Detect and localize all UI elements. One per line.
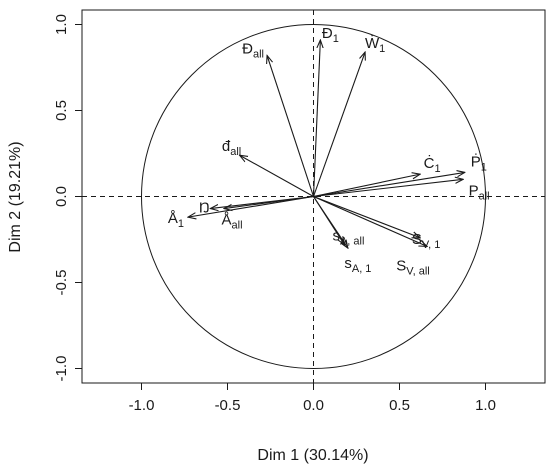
vector-label: sA, 1 [344,255,371,275]
vector-label: Pall [469,182,490,202]
vector-arrow [188,195,314,218]
x-tick-label: -0.5 [215,397,241,414]
vector-label: Ŋ [199,200,210,217]
vector-label: đall [222,138,241,158]
x-tick-label: 0.5 [389,397,410,414]
vector-arrow [313,196,348,249]
vector-arrow [312,52,366,197]
vector-arrow [267,55,315,197]
vector-arrow [313,179,464,198]
vector-label: Đ1 [322,25,339,45]
y-tick-label: 0.0 [53,186,70,207]
x-tick-label: 1.0 [475,397,496,414]
y-tick-label: 0.5 [53,100,70,121]
vector-label: Åall [222,212,243,232]
vector-arrow [312,40,321,197]
y-tick-label: -0.5 [53,270,70,296]
vector-label: Å1 [168,210,184,230]
y-tick-label: 1.0 [53,14,70,35]
vector-label: Đall [242,40,264,60]
x-axis-title: Dim 1 (30.14%) [257,447,368,464]
unit-circle [141,24,486,369]
y-tick-label: -1.0 [53,356,70,382]
vector-label: SV, all [396,257,429,277]
vector-arrow [313,195,428,247]
x-tick-label: 0.0 [303,397,324,414]
vector-label: Ċ1 [424,154,441,175]
vector-arrow [313,195,421,238]
x-tick-label: -1.0 [129,397,155,414]
vector-arrow [313,174,421,198]
vector-arrow [240,155,314,197]
vector-label: Ẇ1 [365,34,385,55]
vector-arrow [313,172,465,198]
vector-label: sA, all [332,228,364,248]
vector-label: SV, 1 [412,231,441,251]
vector-arrow [224,195,314,209]
vector-label: Ṗ1 [471,152,487,173]
y-axis-title: Dim 2 (19.21%) [7,141,24,252]
